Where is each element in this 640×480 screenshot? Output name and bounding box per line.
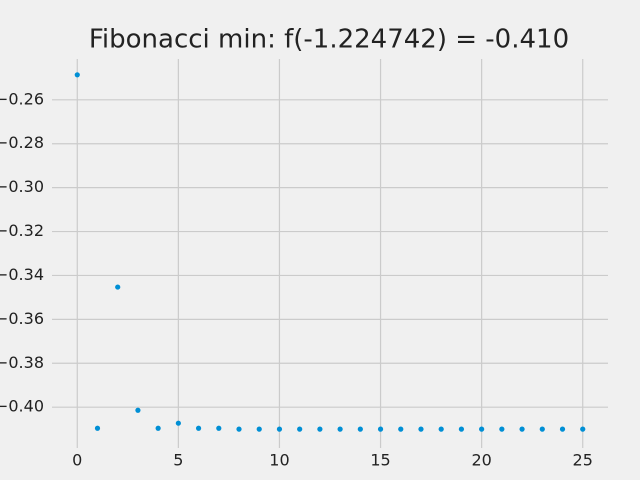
x-axis-label: Iteration number	[250, 479, 411, 480]
point	[377, 426, 384, 432]
x-tick-label: 15	[370, 451, 390, 470]
point	[195, 425, 202, 431]
point	[256, 426, 262, 432]
point	[175, 420, 181, 426]
point	[297, 426, 303, 432]
y-tick-label: −0.26	[0, 89, 44, 108]
x-tick-label: 0	[72, 451, 82, 470]
y-tick-label: −0.32	[0, 221, 44, 240]
point	[74, 72, 80, 78]
point	[276, 426, 283, 432]
y-tick-label: −0.38	[0, 353, 44, 372]
point	[499, 426, 505, 432]
point	[519, 426, 525, 432]
point	[418, 426, 424, 432]
x-tick-label: 5	[173, 451, 183, 470]
point	[115, 284, 121, 290]
point	[398, 426, 404, 432]
point	[438, 426, 444, 432]
point	[216, 425, 222, 431]
point	[155, 425, 161, 431]
point	[236, 426, 242, 432]
y-tick-label: −0.40	[0, 397, 44, 416]
y-tick-label: −0.30	[0, 177, 44, 196]
point	[135, 407, 141, 413]
point	[317, 426, 323, 432]
point	[559, 426, 566, 432]
point	[479, 426, 485, 432]
x-tick-label: 20	[471, 451, 491, 470]
point	[580, 426, 586, 432]
x-tick-label: 10	[269, 451, 289, 470]
y-tick-label: −0.36	[0, 309, 44, 328]
y-tick-label: −0.34	[0, 265, 44, 284]
point	[458, 426, 465, 432]
x-tick-label: 25	[573, 451, 593, 470]
point	[357, 426, 363, 432]
point	[94, 425, 101, 431]
point	[539, 426, 545, 432]
point	[337, 426, 343, 432]
chart-title: Fibonacci min: f(-1.224742) = -0.410	[89, 25, 569, 55]
y-tick-label: −0.28	[0, 133, 44, 152]
